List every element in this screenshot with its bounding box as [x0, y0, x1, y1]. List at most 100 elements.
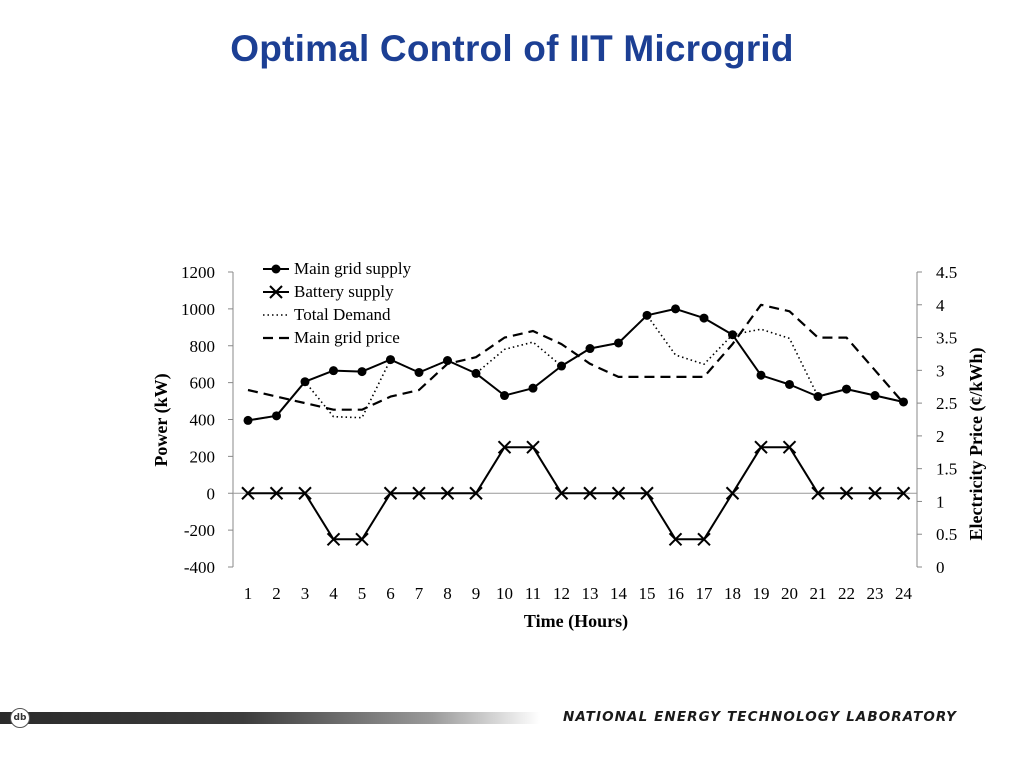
x-tick-label: 3	[301, 584, 310, 603]
point-battery-supply	[839, 486, 854, 500]
y2-tick-label: 3.5	[936, 329, 957, 348]
y-tick-label: 0	[207, 484, 216, 503]
footer-lab-name: NATIONAL ENERGY TECHNOLOGY LABORATORY	[563, 709, 958, 725]
chart-axes: 120010008006004002000-200-4004.543.532.5…	[181, 263, 957, 603]
point-battery-supply	[868, 486, 882, 500]
x-marker-stroke	[697, 532, 711, 547]
y2-tick-label: 1	[936, 492, 945, 511]
x-marker-stroke	[269, 285, 283, 299]
point-battery-supply	[611, 486, 626, 500]
legend-marker-main-grid-supply	[271, 264, 281, 274]
y-tick-label: 400	[190, 411, 216, 430]
x-tick-label: 19	[753, 584, 770, 603]
x-marker-stroke	[668, 532, 683, 547]
point-main-grid-supply	[386, 355, 395, 365]
y-tick-label: -400	[184, 558, 215, 577]
y2-axis-label: Electricity Price (¢/kWh)	[966, 348, 987, 541]
point-battery-supply	[640, 486, 654, 500]
point-battery-supply	[668, 532, 683, 547]
x-tick-label: 20	[781, 584, 798, 603]
x-tick-label: 12	[553, 584, 570, 603]
y2-tick-label: 0	[936, 558, 945, 577]
y2-tick-label: 4.5	[936, 263, 957, 282]
x-tick-label: 7	[415, 584, 424, 603]
point-main-grid-supply	[329, 366, 338, 376]
x-tick-label: 2	[272, 584, 281, 603]
x-tick-label: 10	[496, 584, 513, 603]
point-main-grid-supply	[557, 361, 566, 371]
point-main-grid-supply	[243, 415, 253, 425]
x-marker-stroke	[469, 486, 483, 500]
point-battery-supply	[697, 532, 711, 547]
x-marker-stroke	[725, 486, 740, 500]
chart-series	[241, 303, 911, 547]
y-tick-label: 200	[190, 447, 216, 466]
point-battery-supply	[241, 486, 255, 500]
legend-marker-battery-supply	[269, 285, 283, 299]
legend-label-total-demand: Total Demand	[294, 305, 391, 324]
x-tick-label: 23	[867, 584, 884, 603]
x-marker-stroke	[782, 440, 797, 454]
x-tick-label: 13	[582, 584, 599, 603]
y2-tick-label: 0.5	[936, 525, 957, 544]
netl-logo-icon: db	[10, 708, 30, 728]
point-battery-supply	[412, 486, 426, 500]
y-tick-label: 800	[190, 337, 216, 356]
point-battery-supply	[583, 486, 597, 500]
x-marker-stroke	[896, 486, 911, 500]
point-battery-supply	[725, 486, 740, 500]
x-tick-label: 6	[386, 584, 395, 603]
y2-tick-label: 3	[936, 361, 945, 380]
legend-label-main-grid-supply: Main grid supply	[294, 259, 412, 278]
series-line-main-grid-price	[247, 303, 905, 411]
x-marker-stroke	[526, 440, 540, 454]
point-main-grid-supply	[842, 384, 851, 394]
x-tick-label: 18	[724, 584, 741, 603]
x-tick-label: 17	[696, 584, 714, 603]
point-battery-supply	[440, 486, 455, 500]
point-main-grid-supply	[899, 397, 908, 407]
x-marker-stroke	[640, 486, 654, 500]
point-main-grid-supply	[756, 370, 766, 380]
point-main-grid-supply	[728, 330, 737, 340]
x-tick-label: 8	[443, 584, 452, 603]
series-line-battery-supply	[248, 446, 904, 541]
point-battery-supply	[298, 486, 312, 500]
point-main-grid-supply	[272, 411, 281, 421]
y-tick-label: 1200	[181, 263, 215, 282]
x-axis-label: Time (Hours)	[524, 611, 628, 632]
x-tick-label: 15	[639, 584, 656, 603]
x-tick-label: 9	[472, 584, 481, 603]
point-battery-supply	[754, 440, 768, 454]
y-axis-label: Power (kW)	[151, 373, 172, 466]
y2-tick-label: 2.5	[936, 394, 957, 413]
series-line-main-grid-supply	[247, 307, 904, 422]
y2-tick-label: 4	[936, 296, 945, 315]
x-tick-label: 22	[838, 584, 855, 603]
y-tick-label: 1000	[181, 300, 215, 319]
x-marker-stroke	[383, 486, 398, 500]
x-marker-stroke	[839, 486, 854, 500]
point-main-grid-supply	[671, 304, 680, 314]
point-main-grid-supply	[699, 313, 709, 323]
point-battery-supply	[554, 486, 569, 500]
legend-label-main-grid-price: Main grid price	[294, 328, 400, 347]
x-tick-label: 4	[329, 584, 338, 603]
point-battery-supply	[811, 486, 825, 500]
x-marker-stroke	[412, 486, 426, 500]
y-tick-label: -200	[184, 521, 215, 540]
footer-gradient-stripe	[0, 712, 540, 724]
x-marker-stroke	[298, 486, 312, 500]
x-tick-label: 5	[358, 584, 367, 603]
legend-label-battery-supply: Battery supply	[294, 282, 394, 301]
x-marker-stroke	[868, 486, 882, 500]
chart-legend: Main grid supply Battery supply Total Dema…	[263, 259, 412, 347]
x-marker-stroke	[355, 532, 369, 547]
point-main-grid-supply	[785, 379, 794, 389]
x-tick-label: 14	[610, 584, 628, 603]
x-marker-stroke	[241, 486, 255, 500]
x-marker-stroke	[583, 486, 597, 500]
point-main-grid-supply	[471, 368, 481, 378]
point-battery-supply	[497, 440, 512, 454]
